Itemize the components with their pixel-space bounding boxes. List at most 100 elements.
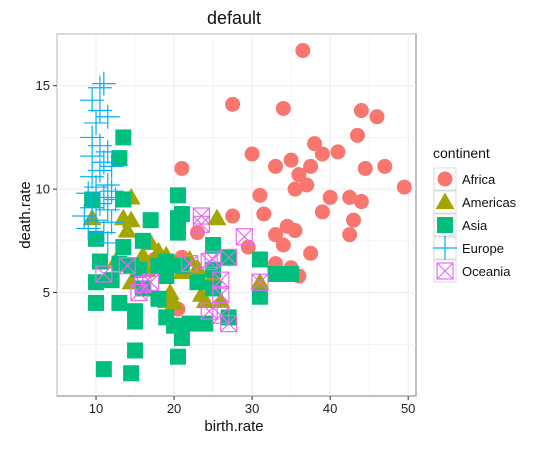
point-oceania xyxy=(192,215,210,233)
y-tick-label: 10 xyxy=(36,182,50,197)
point-americas xyxy=(113,208,133,226)
point-africa xyxy=(357,160,373,176)
point-africa xyxy=(268,158,284,174)
point-africa xyxy=(369,109,385,125)
point-africa xyxy=(275,100,291,116)
point-europe xyxy=(95,197,120,222)
legend-key-africa xyxy=(433,167,457,191)
data-points xyxy=(72,43,412,382)
point-asia xyxy=(267,265,284,282)
point-africa xyxy=(244,146,260,162)
point-oceania xyxy=(130,283,148,302)
point-europe xyxy=(95,173,120,198)
x-axis-ticks: 10 20 30 40 50 xyxy=(89,396,415,416)
legend-label-europe: Europe xyxy=(462,241,504,256)
point-africa xyxy=(299,177,315,193)
x-tick-label: 40 xyxy=(323,401,337,416)
point-europe xyxy=(84,110,109,135)
point-europe xyxy=(95,230,120,255)
point-asia xyxy=(181,315,198,332)
point-americas xyxy=(117,221,137,238)
point-asia xyxy=(150,290,167,307)
point-oceania xyxy=(204,250,222,269)
point-asia xyxy=(115,129,132,146)
x-tick-label: 30 xyxy=(245,401,259,416)
point-europe xyxy=(91,220,116,245)
point-oceania xyxy=(235,228,253,246)
legend-key-europe xyxy=(433,236,457,260)
point-asia xyxy=(251,288,268,305)
point-oceania xyxy=(95,265,113,283)
point-asia xyxy=(111,150,128,167)
point-asia xyxy=(88,230,105,247)
y-axis-ticks: 5 10 15 xyxy=(36,78,57,300)
legend: continent Africa Americas Asia Europe Oceani… xyxy=(433,145,517,283)
point-asia xyxy=(283,265,300,282)
point-europe xyxy=(91,185,116,210)
x-tick-label: 10 xyxy=(89,401,103,416)
point-oceania xyxy=(251,273,269,291)
point-africa xyxy=(268,227,284,243)
point-asia xyxy=(205,236,222,253)
y-tick-label: 15 xyxy=(36,78,50,93)
point-africa xyxy=(377,158,393,174)
point-europe xyxy=(95,104,120,129)
point-africa xyxy=(322,189,338,205)
point-americas xyxy=(195,291,215,308)
legend-label-oceania: Oceania xyxy=(462,264,511,279)
legend-label-asia: Asia xyxy=(462,218,488,233)
plot-panel xyxy=(56,33,417,397)
point-oceania xyxy=(220,315,238,333)
point-africa xyxy=(174,160,190,176)
point-africa xyxy=(353,103,369,119)
point-africa xyxy=(283,152,299,168)
point-oceania xyxy=(118,257,136,275)
point-europe xyxy=(76,181,101,206)
point-asia xyxy=(169,224,186,241)
point-africa xyxy=(252,187,268,203)
point-africa xyxy=(275,237,291,253)
x-tick-label: 50 xyxy=(401,401,415,416)
point-europe xyxy=(95,139,120,164)
point-africa xyxy=(287,181,303,197)
point-europe xyxy=(87,75,112,100)
point-oceania xyxy=(200,252,218,271)
point-europe xyxy=(80,144,105,169)
point-asia xyxy=(166,317,183,334)
legend-marker-asia xyxy=(437,217,453,233)
point-asia xyxy=(169,187,186,204)
point-asia xyxy=(197,315,214,332)
chart-title: default xyxy=(207,8,261,28)
x-tick-label: 20 xyxy=(167,401,181,416)
point-africa xyxy=(303,158,319,174)
point-africa xyxy=(287,223,303,239)
point-africa xyxy=(342,189,358,205)
point-africa xyxy=(307,136,323,152)
point-europe xyxy=(99,154,124,179)
point-asia xyxy=(123,365,140,382)
point-asia xyxy=(173,205,190,222)
legend-marker-americas xyxy=(435,192,455,210)
point-asia xyxy=(189,274,206,291)
legend-key-oceania xyxy=(433,259,457,283)
point-asia xyxy=(91,253,108,270)
point-europe xyxy=(80,164,105,189)
gridlines xyxy=(56,33,416,396)
point-africa xyxy=(342,227,358,243)
legend-label-americas: Americas xyxy=(462,195,517,210)
point-asia xyxy=(95,361,112,378)
point-asia xyxy=(111,294,128,311)
legend-key-americas xyxy=(433,190,457,214)
legend-marker-europe xyxy=(433,236,457,260)
point-africa xyxy=(314,146,330,162)
point-africa xyxy=(256,206,272,222)
point-asia xyxy=(127,342,144,359)
point-europe xyxy=(91,71,116,96)
point-asia xyxy=(251,251,268,268)
point-oceania xyxy=(212,271,230,289)
legend-marker-africa xyxy=(437,171,453,187)
point-africa xyxy=(225,208,241,224)
point-americas xyxy=(207,208,227,226)
x-axis-title: birth.rate xyxy=(204,418,263,435)
